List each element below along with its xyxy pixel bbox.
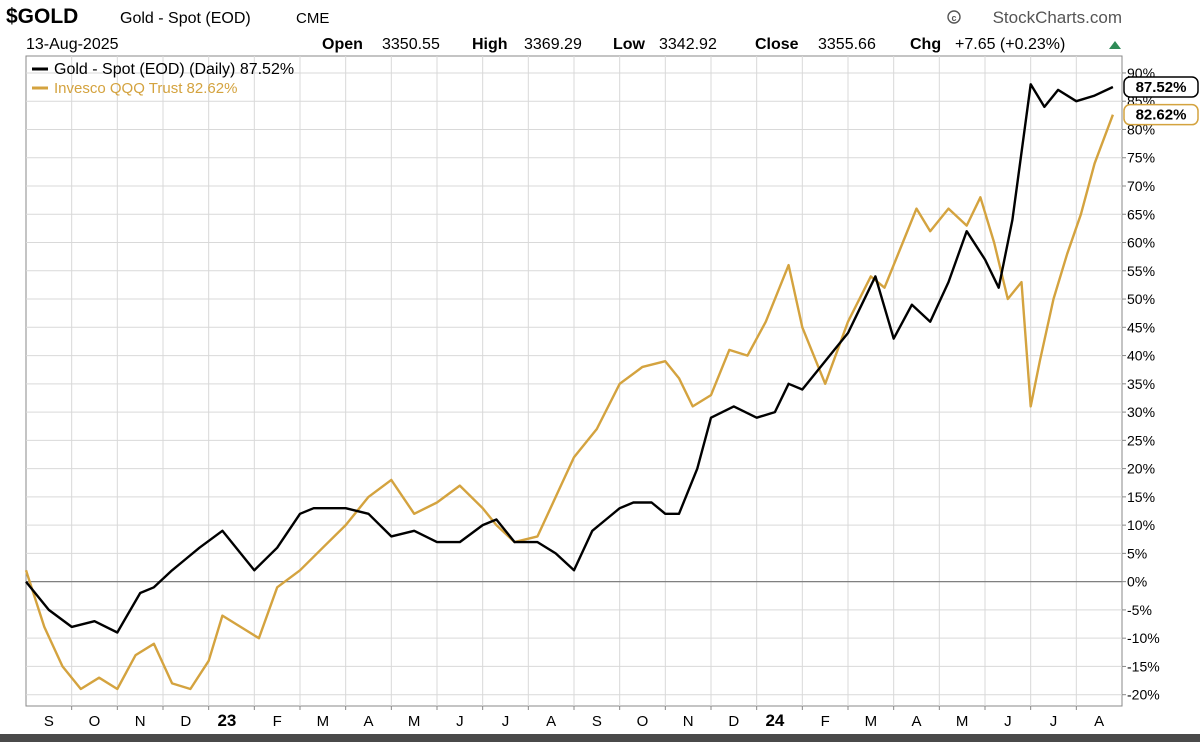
x-tick-label: S	[592, 713, 602, 730]
y-tick-label: 15%	[1127, 489, 1155, 505]
bottom-bar	[0, 734, 1200, 742]
x-tick-label: S	[44, 713, 54, 730]
x-tick-label: J	[456, 713, 464, 730]
last-value-box-gold	[1123, 76, 1199, 98]
y-tick-label: 50%	[1127, 291, 1155, 307]
y-tick-label: 75%	[1127, 150, 1155, 166]
y-tick-label: 0%	[1127, 574, 1147, 590]
y-tick-label: 40%	[1127, 348, 1155, 364]
high-label: High	[472, 36, 508, 53]
x-tick-label: N	[135, 713, 146, 730]
y-tick-label: 60%	[1127, 235, 1155, 251]
y-tick-label: -5%	[1127, 602, 1152, 618]
low-value: 3342.92	[659, 36, 717, 53]
series-line-gold	[25, 83, 1114, 634]
y-tick-label: 55%	[1127, 263, 1155, 279]
x-tick-label: D	[728, 713, 739, 730]
brand[interactable]: StockCharts.com	[993, 8, 1122, 27]
legend-qqq: Invesco QQQ Trust 82.62%	[54, 80, 237, 97]
x-tick-label: O	[89, 713, 101, 730]
x-tick-label: M	[408, 713, 421, 730]
x-tick-label: D	[180, 713, 191, 730]
last-value-box-qqq	[1123, 103, 1199, 126]
y-tick-label: -15%	[1127, 658, 1160, 674]
up-triangle-icon	[1109, 41, 1121, 49]
x-tick-label: 24	[765, 711, 784, 730]
open-label: Open	[322, 36, 363, 53]
y-tick-label: 80%	[1127, 121, 1155, 137]
close-value: 3355.66	[818, 36, 876, 53]
legend-gold: Gold - Spot (EOD) (Daily) 87.52%	[54, 61, 294, 78]
x-axis: S O N D 23 F M A M J J A S O N D 24 F M A M J J A	[44, 706, 1104, 730]
open-value: 3350.55	[382, 36, 440, 53]
last-value-label-qqq: 82.62%	[1136, 107, 1187, 124]
high-value: 3369.29	[524, 36, 582, 53]
exchange: CME	[296, 10, 329, 27]
x-tick-label: N	[683, 713, 694, 730]
x-tick-label: M	[865, 713, 878, 730]
y-tick-label: -20%	[1127, 687, 1160, 703]
y-tick-label: 30%	[1127, 404, 1155, 420]
x-tick-label: 23	[217, 711, 236, 730]
copyright-icon: c	[947, 10, 961, 24]
low-label: Low	[613, 36, 646, 53]
last-value-labels: 87.52% 82.62%	[1123, 76, 1199, 126]
y-tick-label: 35%	[1127, 376, 1155, 392]
x-tick-label: J	[1050, 713, 1058, 730]
instrument-name: Gold - Spot (EOD)	[120, 10, 251, 27]
series-line-qqq	[24, 114, 1115, 691]
chg-label: Chg	[910, 36, 941, 53]
series-layer	[24, 83, 1115, 691]
date: 13-Aug-2025	[26, 36, 119, 53]
y-tick-label: 25%	[1127, 432, 1155, 448]
y-tick-label: 45%	[1127, 319, 1155, 335]
x-tick-label: J	[1004, 713, 1012, 730]
y-tick-label: 5%	[1127, 545, 1147, 561]
y-tick-label: 20%	[1127, 461, 1155, 477]
y-tick-label: 65%	[1127, 206, 1155, 222]
svg-text:c: c	[951, 13, 956, 23]
x-tick-label: A	[911, 713, 921, 730]
symbol: $GOLD	[6, 5, 78, 28]
x-tick-label: J	[502, 713, 510, 730]
y-tick-label: -10%	[1127, 630, 1160, 646]
x-tick-label: A	[363, 713, 373, 730]
y-tick-label: 10%	[1127, 517, 1155, 533]
x-tick-label: A	[1094, 713, 1104, 730]
y-tick-label: 70%	[1127, 178, 1155, 194]
x-tick-label: F	[273, 713, 282, 730]
y-axis: -20% -15% -10% -5% 0% 5% 10% 15% 20% 25% 30% 35% 40%…	[1122, 65, 1160, 703]
x-tick-label: M	[317, 713, 330, 730]
x-tick-label: M	[956, 713, 969, 730]
chg-value: +7.65 (+0.23%)	[955, 36, 1065, 53]
last-value-label-gold: 87.52%	[1136, 79, 1187, 96]
legend: Gold - Spot (EOD) (Daily) 87.52% Invesco…	[32, 61, 294, 97]
x-tick-label: O	[637, 713, 649, 730]
x-tick-label: A	[546, 713, 556, 730]
x-tick-label: F	[821, 713, 830, 730]
close-label: Close	[755, 36, 799, 53]
grid	[26, 56, 1122, 706]
